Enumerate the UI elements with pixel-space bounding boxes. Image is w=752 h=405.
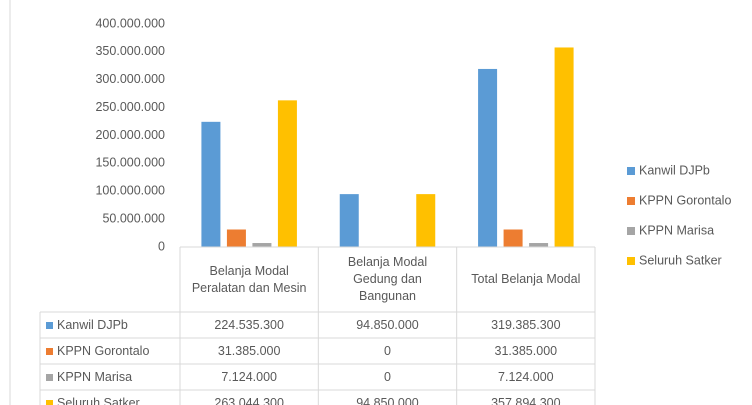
- table-series-label: Kanwil DJPb: [57, 317, 128, 332]
- bar: [252, 243, 272, 247]
- table-value: 0: [384, 369, 391, 384]
- table-value: 263.044.300: [214, 395, 284, 405]
- y-tick-label: 300.000.000: [95, 72, 165, 86]
- bar: [339, 194, 359, 247]
- legend-label: Kanwil DJPb: [639, 163, 710, 177]
- y-tick-label: 200.000.000: [95, 128, 165, 142]
- table-value: 224.535.300: [214, 317, 284, 332]
- table-value: 94.850.000: [356, 395, 419, 405]
- bar: [277, 100, 297, 247]
- legend-swatch: [627, 197, 635, 205]
- y-tick-label: 350.000.000: [95, 44, 165, 58]
- table-series-name: Seluruh Satker: [40, 390, 180, 405]
- y-tick-label: 50.000.000: [102, 211, 165, 225]
- table-swatch: [46, 399, 53, 405]
- bar: [226, 229, 246, 247]
- table-series-label: KPPN Gorontalo: [57, 343, 150, 358]
- table-swatch: [46, 347, 53, 355]
- bar: [503, 229, 523, 247]
- legend-label: KPPN Gorontalo: [639, 193, 731, 207]
- table-series-name: KPPN Marisa: [40, 364, 180, 390]
- legend-swatch: [627, 167, 635, 175]
- legend-label: KPPN Marisa: [639, 223, 714, 237]
- table-swatch: [46, 321, 53, 329]
- legend-swatch: [627, 227, 635, 235]
- bar: [529, 243, 549, 247]
- legend-label: Seluruh Satker: [639, 253, 722, 267]
- table-value: 0: [384, 343, 391, 358]
- table-value: 7.124.000: [221, 369, 277, 384]
- y-tick-label: 0: [158, 239, 165, 253]
- table-value: 31.385.000: [494, 343, 558, 358]
- y-tick-label: 250.000.000: [95, 100, 165, 114]
- y-tick-label: 400.000.000: [95, 16, 165, 30]
- bar: [478, 68, 498, 248]
- table-value: 319.385.300: [491, 317, 561, 332]
- table-swatch: [46, 373, 53, 381]
- bar: [201, 121, 221, 247]
- table-value: 31.385.000: [217, 343, 281, 358]
- table-value: 94.850.000: [356, 317, 419, 332]
- table-header: Belanja Modal Gedung dan Bangunan: [347, 255, 428, 303]
- table-header: Total Belanja Modal: [471, 272, 581, 286]
- table-value: 7.124.000: [498, 369, 554, 384]
- table-series-name: Kanwil DJPb: [40, 312, 180, 338]
- table-series-name: KPPN Gorontalo: [40, 338, 180, 364]
- table-series-label: KPPN Marisa: [57, 369, 133, 384]
- legend-swatch: [627, 257, 635, 265]
- table-series-label: Seluruh Satker: [57, 395, 140, 405]
- table-header: Belanja Modal Peralatan dan Mesin: [191, 263, 307, 295]
- y-tick-label: 150.000.000: [95, 156, 165, 170]
- table-value: 357.894.300: [491, 395, 561, 405]
- bar: [554, 47, 574, 248]
- bar: [416, 194, 436, 247]
- y-tick-label: 100.000.000: [95, 184, 165, 198]
